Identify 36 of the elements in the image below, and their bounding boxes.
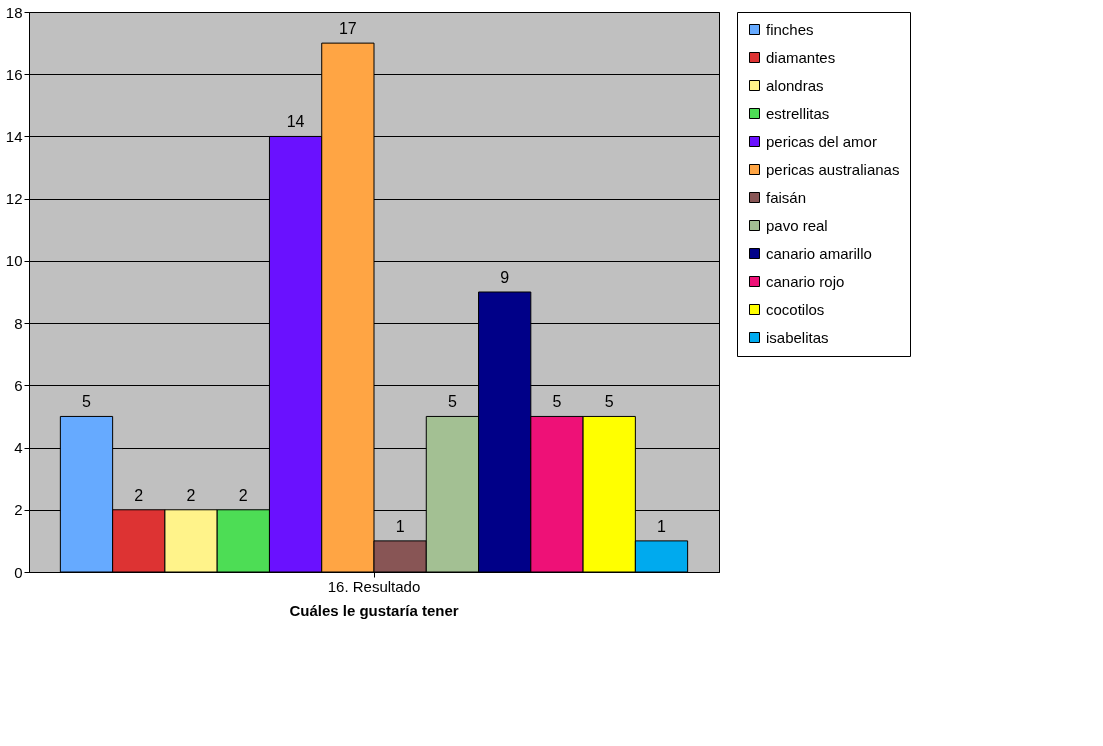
legend-label: alondras xyxy=(766,76,824,94)
y-tick-label: 2 xyxy=(14,501,23,519)
data-label: 2 xyxy=(238,486,248,504)
legend-label: faisán xyxy=(766,188,807,206)
data-label: 2 xyxy=(134,486,144,504)
y-tick-label: 14 xyxy=(5,127,23,145)
data-label: 9 xyxy=(500,269,510,286)
data-label: 1 xyxy=(395,517,405,535)
data-label: 5 xyxy=(447,393,457,411)
y-tick-label: 12 xyxy=(5,190,23,208)
legend-label: diamantes xyxy=(766,48,836,66)
x-tick-label: 16. Resultado xyxy=(327,577,421,595)
y-tick-label: 0 xyxy=(14,563,23,581)
y-tick-label: 8 xyxy=(14,314,23,332)
legend-label: pericas australianas xyxy=(766,160,900,178)
legend-label: pericas del amor xyxy=(766,132,877,150)
y-tick-label: 16 xyxy=(5,65,23,83)
data-label: 14 xyxy=(286,113,305,131)
legend-label: estrellitas xyxy=(766,104,830,122)
legend-label: isabelitas xyxy=(766,328,829,346)
legend-label: finches xyxy=(766,20,814,38)
legend-label: canario amarillo xyxy=(766,244,872,262)
legend-label: cocotilos xyxy=(766,300,825,318)
data-label: 17 xyxy=(338,20,357,38)
y-tick-label: 10 xyxy=(5,252,23,270)
text: Cuáles le gustaría tener xyxy=(289,602,459,619)
y-tick-label: 6 xyxy=(14,376,23,394)
data-label: 5 xyxy=(82,393,92,411)
data-label: 5 xyxy=(604,393,614,411)
data-label: 5 xyxy=(552,393,562,411)
data-label: 1 xyxy=(657,517,667,535)
y-tick-label: 18 xyxy=(5,3,23,21)
y-tick-label: 4 xyxy=(14,439,23,457)
legend-label: canario rojo xyxy=(766,272,845,290)
data-label: 2 xyxy=(186,486,196,504)
legend-label: pavo real xyxy=(766,216,828,234)
